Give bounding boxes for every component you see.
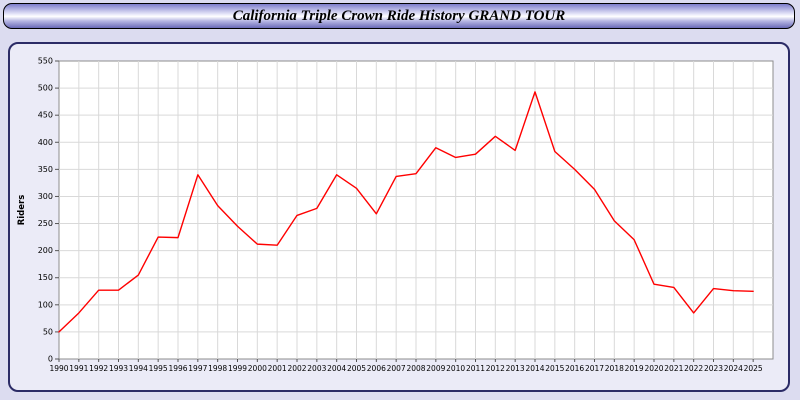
svg-text:2012: 2012 [486, 364, 505, 373]
svg-text:2022: 2022 [684, 364, 703, 373]
svg-text:2001: 2001 [268, 364, 287, 373]
svg-text:200: 200 [38, 246, 53, 255]
svg-text:2005: 2005 [347, 364, 366, 373]
svg-text:2018: 2018 [605, 364, 624, 373]
svg-text:2021: 2021 [664, 364, 683, 373]
svg-text:2011: 2011 [466, 364, 485, 373]
svg-text:100: 100 [38, 300, 53, 309]
svg-text:2024: 2024 [724, 364, 743, 373]
page-title: California Triple Crown Ride History GRA… [232, 7, 566, 24]
svg-text:300: 300 [38, 192, 53, 201]
svg-text:2002: 2002 [287, 364, 306, 373]
svg-text:1990: 1990 [49, 364, 68, 373]
svg-text:2000: 2000 [248, 364, 267, 373]
svg-text:400: 400 [38, 138, 53, 147]
svg-text:1998: 1998 [208, 364, 227, 373]
svg-text:450: 450 [38, 111, 53, 120]
svg-text:250: 250 [38, 219, 53, 228]
svg-text:2015: 2015 [545, 364, 564, 373]
svg-text:1995: 1995 [149, 364, 168, 373]
svg-text:350: 350 [38, 165, 53, 174]
svg-text:550: 550 [38, 57, 53, 66]
svg-text:1991: 1991 [69, 364, 88, 373]
svg-text:1999: 1999 [228, 364, 247, 373]
svg-text:Riders: Riders [17, 195, 27, 226]
svg-text:2013: 2013 [506, 364, 525, 373]
svg-text:2014: 2014 [525, 364, 544, 373]
chart-container: 0 50 100 150 200 250 300 350 400 450 500 550 1990 199… [8, 42, 790, 392]
svg-text:2010: 2010 [446, 364, 465, 373]
svg-text:2009: 2009 [426, 364, 445, 373]
svg-text:1997: 1997 [188, 364, 207, 373]
svg-text:2016: 2016 [565, 364, 584, 373]
svg-text:2017: 2017 [585, 364, 604, 373]
svg-text:2004: 2004 [327, 364, 346, 373]
svg-text:1994: 1994 [129, 364, 148, 373]
svg-text:2023: 2023 [704, 364, 723, 373]
svg-text:1996: 1996 [168, 364, 187, 373]
svg-text:2020: 2020 [644, 364, 663, 373]
svg-text:2006: 2006 [367, 364, 386, 373]
svg-text:2003: 2003 [307, 364, 326, 373]
svg-text:2025: 2025 [744, 364, 763, 373]
svg-text:0: 0 [48, 355, 53, 364]
svg-text:150: 150 [38, 273, 53, 282]
svg-text:50: 50 [43, 327, 53, 336]
svg-text:2007: 2007 [387, 364, 406, 373]
svg-text:1993: 1993 [109, 364, 128, 373]
svg-text:1992: 1992 [89, 364, 108, 373]
svg-text:500: 500 [38, 84, 53, 93]
chart-title-bar: California Triple Crown Ride History GRA… [3, 3, 795, 29]
svg-text:2019: 2019 [625, 364, 644, 373]
svg-text:2008: 2008 [406, 364, 425, 373]
